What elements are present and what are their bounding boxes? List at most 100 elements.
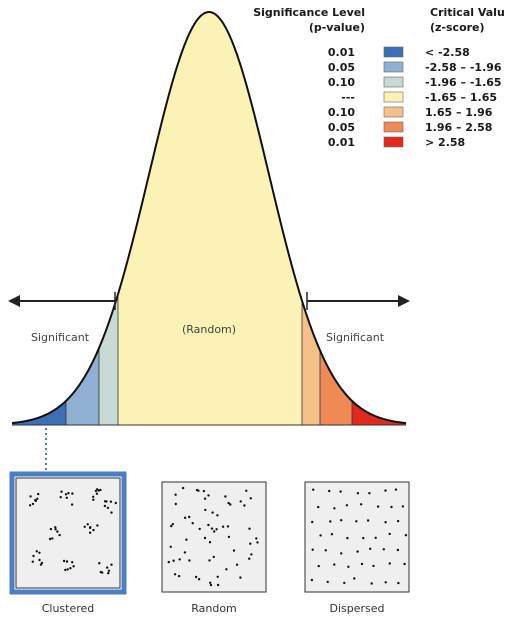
point xyxy=(255,537,258,540)
point xyxy=(38,551,41,554)
point xyxy=(191,522,194,525)
left-significant-label: Significant xyxy=(31,331,90,344)
point xyxy=(204,508,207,512)
legend-z-score: -1.96 – -1.65 xyxy=(425,76,502,89)
point xyxy=(103,500,107,503)
point xyxy=(207,494,210,497)
point xyxy=(188,559,191,562)
point xyxy=(107,569,111,572)
legend-swatch xyxy=(383,91,404,103)
point xyxy=(89,526,92,529)
point xyxy=(54,526,57,529)
point xyxy=(396,548,400,552)
point xyxy=(110,511,113,514)
point xyxy=(169,545,172,548)
point xyxy=(64,493,68,496)
pattern-box xyxy=(161,481,267,593)
point xyxy=(388,532,391,536)
point xyxy=(212,555,215,559)
point xyxy=(208,559,211,562)
point xyxy=(208,541,212,544)
point xyxy=(203,497,207,500)
point xyxy=(56,530,59,533)
point xyxy=(49,527,53,531)
point xyxy=(347,565,350,568)
point xyxy=(394,488,398,491)
point xyxy=(221,525,225,528)
legend-p-value: --- xyxy=(341,91,355,104)
point xyxy=(333,507,336,510)
point xyxy=(239,500,242,503)
point xyxy=(101,571,104,574)
right-arrow-head-icon xyxy=(398,295,410,307)
point xyxy=(181,486,185,490)
legend-p-value: 0.05 xyxy=(328,121,355,134)
point xyxy=(36,497,39,500)
point xyxy=(353,577,356,580)
legend-z-score: > 2.58 xyxy=(425,136,465,149)
point xyxy=(92,528,95,532)
point xyxy=(92,495,95,498)
point xyxy=(29,495,32,498)
point xyxy=(54,528,57,531)
point xyxy=(366,519,370,522)
curve-region xyxy=(302,300,320,425)
point xyxy=(404,534,408,537)
legend-z-score: 1.65 – 1.96 xyxy=(425,106,493,119)
point xyxy=(346,536,349,540)
legend-p-value: 0.10 xyxy=(328,106,355,119)
point xyxy=(188,515,191,519)
point xyxy=(106,566,109,569)
point xyxy=(65,496,69,499)
point xyxy=(28,504,32,507)
point xyxy=(339,490,342,493)
point xyxy=(172,559,175,562)
point xyxy=(103,504,107,508)
critical-header-line1: Critical Value xyxy=(430,6,505,19)
point xyxy=(106,506,110,509)
point xyxy=(62,559,66,563)
pattern-dots xyxy=(310,488,408,585)
point xyxy=(170,524,173,528)
curve-region xyxy=(99,294,118,425)
pattern-random: Random xyxy=(161,481,267,615)
point xyxy=(227,501,230,505)
point xyxy=(185,538,188,541)
random-center-label: (Random) xyxy=(182,323,236,336)
point xyxy=(109,500,113,503)
point xyxy=(403,562,406,566)
point xyxy=(198,527,201,531)
point xyxy=(384,489,387,492)
point xyxy=(384,521,387,524)
point xyxy=(114,501,118,505)
point xyxy=(382,548,385,551)
curve-region xyxy=(12,400,66,425)
point xyxy=(340,552,343,555)
point xyxy=(345,504,349,507)
pattern-dots xyxy=(167,486,259,587)
point xyxy=(368,492,371,495)
point xyxy=(343,581,346,585)
point xyxy=(311,548,314,551)
point xyxy=(58,533,61,537)
point xyxy=(243,504,246,507)
legend-z-score: 1.96 – 2.58 xyxy=(425,121,492,134)
clustered-highlight-border xyxy=(9,471,127,595)
point xyxy=(215,528,218,531)
point xyxy=(167,560,170,564)
point xyxy=(213,530,216,533)
pattern-label: Dispersed xyxy=(329,602,384,615)
point xyxy=(37,492,40,496)
point xyxy=(329,520,332,523)
pattern-label: Random xyxy=(191,602,237,615)
legend-p-value: 0.10 xyxy=(328,76,355,89)
legend: Significance Level (p-value) Critical Va… xyxy=(253,6,505,149)
point xyxy=(216,583,220,587)
point xyxy=(355,520,358,523)
legend-z-score: -2.58 – -1.96 xyxy=(425,61,502,74)
point xyxy=(340,519,343,522)
point xyxy=(317,564,320,568)
point xyxy=(216,575,219,578)
legend-p-value: 0.05 xyxy=(328,61,355,74)
point xyxy=(311,520,314,524)
